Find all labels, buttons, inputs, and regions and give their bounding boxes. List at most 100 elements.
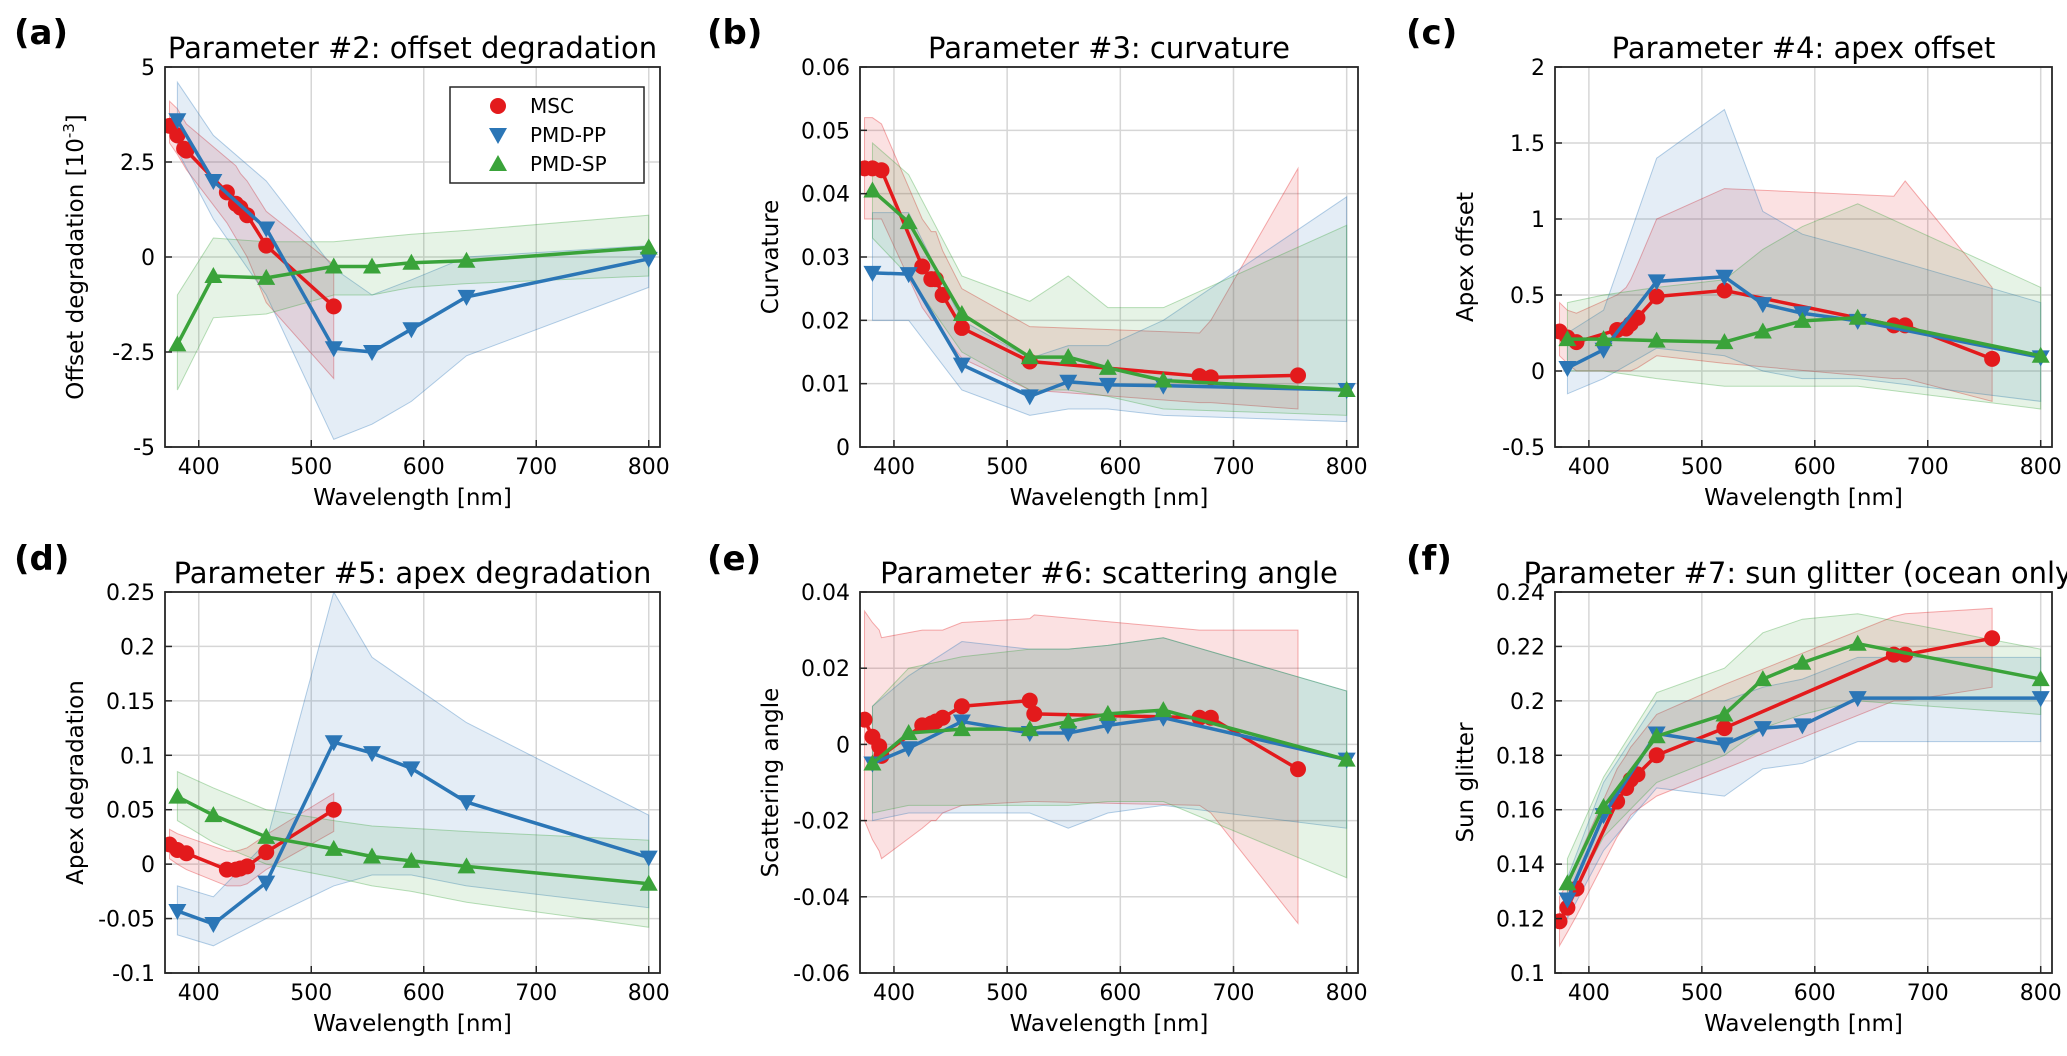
y-tick-label: 0 — [836, 733, 850, 758]
point-msc — [169, 127, 186, 144]
point-pmd-sp — [1558, 330, 1577, 347]
panel-f: 400 500 600 700 800 0.1 0.12 0.14 0.16 0.18 0.2 0.2… — [1406, 539, 2067, 1037]
x-tick-label: 400 — [178, 455, 220, 480]
point-msc — [239, 207, 256, 224]
line-pmd-pp — [872, 271, 1347, 399]
y-tick-label: 0.2 — [1510, 690, 1545, 715]
y-tick-label: -0.06 — [793, 962, 850, 987]
band-pmd-pp — [1566, 108, 2042, 402]
x-tick-label: 500 — [1681, 981, 1723, 1006]
point-pmd-sp — [1753, 670, 1772, 687]
y-tick-label: 0.1 — [120, 744, 155, 769]
point-pmd-pp — [1753, 721, 1772, 738]
point-pmd-sp — [1098, 358, 1117, 375]
legend-marker-msc — [490, 98, 506, 114]
point-pmd-sp — [863, 754, 882, 771]
x-tick-label: 400 — [178, 981, 220, 1006]
y-tick-label: 0.25 — [106, 581, 155, 606]
point-msc — [178, 845, 195, 862]
y-axis-label-tail: ] — [63, 114, 89, 123]
band-pmd-pp — [176, 80, 650, 441]
point-pmd-sp — [1594, 330, 1613, 347]
point-pmd-sp — [204, 267, 223, 283]
x-tick-label: 600 — [1099, 981, 1141, 1006]
x-axis-label: Wavelength [nm] — [1704, 1011, 1903, 1037]
point-pmd-sp — [1059, 712, 1078, 729]
panel-title: Parameter #7: sun glitter (ocean only) — [1523, 556, 2067, 590]
point-pmd-pp — [257, 221, 276, 238]
axes-box — [1554, 66, 2053, 448]
point-pmd-sp — [1793, 311, 1812, 328]
y-tick-label: -0.5 — [1502, 436, 1545, 461]
band-pmd-sp — [871, 141, 1348, 416]
point-pmd-sp — [1337, 381, 1356, 397]
point-pmd-pp — [899, 741, 918, 758]
point-pmd-sp — [168, 335, 187, 352]
y-tick-label: 0.05 — [106, 799, 155, 824]
point-pmd-pp — [402, 761, 421, 778]
point-pmd-sp — [1337, 750, 1356, 767]
band-pmd-sp — [176, 770, 650, 928]
point-pmd-sp — [952, 720, 971, 737]
point-pmd-sp — [324, 839, 343, 856]
point-pmd-sp — [402, 851, 421, 868]
x-tick-label: 500 — [290, 455, 332, 480]
point-pmd-pp — [899, 267, 918, 284]
point-pmd-pp — [639, 251, 658, 268]
legend-box — [449, 86, 645, 184]
point-pmd-sp — [363, 847, 381, 864]
x-tick-label: 700 — [515, 981, 557, 1006]
y-axis-label: Sun glitter — [1453, 722, 1479, 843]
point-pmd-pp — [1098, 377, 1117, 394]
point-pmd-sp — [1154, 371, 1173, 388]
y-tick-label: 0.18 — [1496, 744, 1545, 769]
point-msc — [914, 258, 931, 275]
x-axis-label: Wavelength [nm] — [1010, 1011, 1209, 1037]
y-tick-label: 0.5 — [1510, 284, 1545, 309]
x-tick-label: 700 — [1213, 455, 1255, 480]
point-pmd-pp — [1020, 389, 1039, 406]
axes-box — [1554, 591, 2053, 974]
panel-letter: (d) — [14, 539, 69, 579]
band-msc — [1559, 180, 1993, 403]
series-layer — [860, 609, 1356, 925]
band-pmd-pp — [871, 195, 1348, 423]
point-pmd-pp — [1793, 718, 1812, 735]
point-msc — [1555, 913, 1568, 930]
x-tick-label: 700 — [1213, 981, 1255, 1006]
y-tick-label: 0.05 — [801, 119, 850, 144]
point-pmd-sp — [1793, 653, 1812, 670]
y-tick-label: 5 — [141, 56, 155, 81]
line-pmd-sp — [176, 795, 649, 886]
point-msc — [953, 319, 970, 336]
y-tick-label: 0 — [141, 246, 155, 271]
x-tick-label: 700 — [515, 455, 557, 480]
point-pmd-sp — [1154, 701, 1173, 718]
band-msc — [1559, 607, 1993, 948]
point-pmd-sp — [863, 181, 882, 198]
y-tick-label: -0.05 — [98, 908, 155, 933]
point-pmd-sp — [457, 251, 476, 268]
series-layer — [1555, 607, 2050, 948]
line-pmd-pp — [871, 715, 1348, 766]
point-pmd-sp — [1848, 308, 1867, 325]
x-tick-label: 600 — [1099, 455, 1141, 480]
point-pmd-pp — [204, 917, 223, 934]
x-tick-label: 700 — [1907, 455, 1949, 480]
point-pmd-sp — [1715, 333, 1734, 350]
band-msc — [864, 117, 1299, 410]
point-pmd-sp — [1848, 634, 1867, 651]
series-layer — [1555, 108, 2050, 410]
point-pmd-sp — [1647, 727, 1666, 744]
point-pmd-sp — [899, 723, 918, 740]
series-layer — [165, 80, 658, 441]
x-tick-label: 800 — [2020, 981, 2062, 1006]
point-msc — [1716, 720, 1733, 737]
point-pmd-sp — [1753, 322, 1772, 339]
point-msc — [1026, 705, 1043, 722]
point-pmd-pp — [639, 850, 658, 867]
x-axis-label: Wavelength [nm] — [313, 1011, 512, 1037]
y-tick-label: 2.5 — [120, 151, 155, 176]
point-pmd-pp — [1098, 718, 1117, 735]
point-pmd-pp — [952, 357, 971, 374]
